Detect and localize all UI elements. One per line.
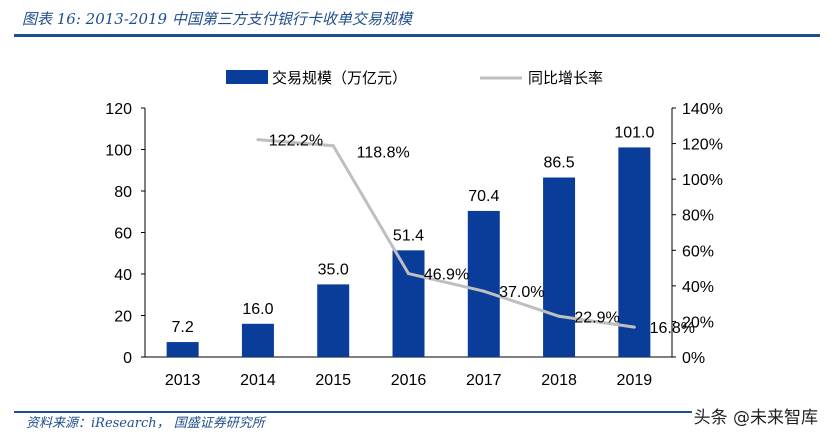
bar: [166, 342, 199, 357]
bar: [317, 284, 350, 357]
watermark: 头条 @未来智库: [691, 403, 820, 428]
bar-data-label: 51.4: [393, 227, 424, 244]
left-tick-label: 80: [114, 184, 132, 201]
left-tick-label: 120: [105, 101, 132, 118]
right-tick-label: 40%: [682, 279, 714, 296]
left-tick-label: 100: [105, 143, 132, 160]
bar: [467, 210, 500, 357]
line-data-label: 122.2%: [269, 133, 323, 150]
x-tick-label: 2018: [541, 372, 577, 389]
right-tick-label: 20%: [682, 314, 714, 331]
line-data-label: 37.0%: [499, 284, 544, 301]
bar: [241, 323, 274, 357]
right-tick-label: 60%: [682, 243, 714, 260]
right-tick-label: 80%: [682, 208, 714, 225]
x-tick-label: 2014: [240, 372, 276, 389]
right-tick-label: 140%: [682, 101, 723, 118]
line-data-label: 22.9%: [574, 309, 619, 326]
chart-title: 图表 16: 2013-2019 中国第三方支付银行卡收单交易规模: [22, 10, 412, 28]
bar: [543, 177, 576, 357]
x-tick-label: 2015: [315, 372, 351, 389]
growth-point: [407, 272, 410, 276]
footer-rule: [14, 411, 820, 413]
bar: [392, 250, 425, 357]
right-tick-label: 120%: [682, 137, 723, 154]
bar-data-label: 35.0: [318, 261, 349, 278]
growth-point: [331, 144, 335, 148]
bar-data-label: 7.2: [172, 319, 194, 336]
right-tick-label: 100%: [682, 172, 723, 189]
line-data-label: 118.8%: [357, 145, 410, 162]
bar-data-label: 70.4: [468, 188, 499, 205]
bar: [618, 147, 651, 357]
line-data-label: 46.9%: [424, 267, 469, 284]
left-tick-label: 40: [114, 267, 132, 284]
x-tick-label: 2017: [466, 372, 502, 389]
x-tick-label: 2016: [391, 372, 427, 389]
bar-data-label: 86.5: [544, 155, 575, 172]
legend-bar-swatch: [226, 70, 268, 84]
line-data-label: 16.8%: [650, 320, 695, 337]
legend-bar-label: 交易规模（万亿元）: [272, 69, 407, 87]
title-rule: [14, 34, 820, 37]
growth-line: [257, 138, 635, 329]
growth-point: [557, 314, 561, 318]
source-note: 资料来源：iResearch， 国盛证券研究所: [26, 416, 265, 431]
bar-data-label: 101.0: [614, 124, 654, 141]
left-tick-label: 0: [123, 350, 132, 367]
left-tick-label: 60: [114, 226, 132, 243]
growth-point: [256, 138, 260, 142]
legend-line-label: 同比增长率: [528, 70, 603, 87]
x-tick-label: 2019: [617, 372, 653, 389]
x-tick-label: 2013: [165, 372, 201, 389]
bar-data-label: 16.0: [242, 301, 273, 318]
right-tick-label: 0%: [682, 350, 705, 367]
growth-point: [632, 325, 636, 329]
left-tick-label: 20: [114, 309, 132, 326]
growth-point: [482, 289, 486, 293]
